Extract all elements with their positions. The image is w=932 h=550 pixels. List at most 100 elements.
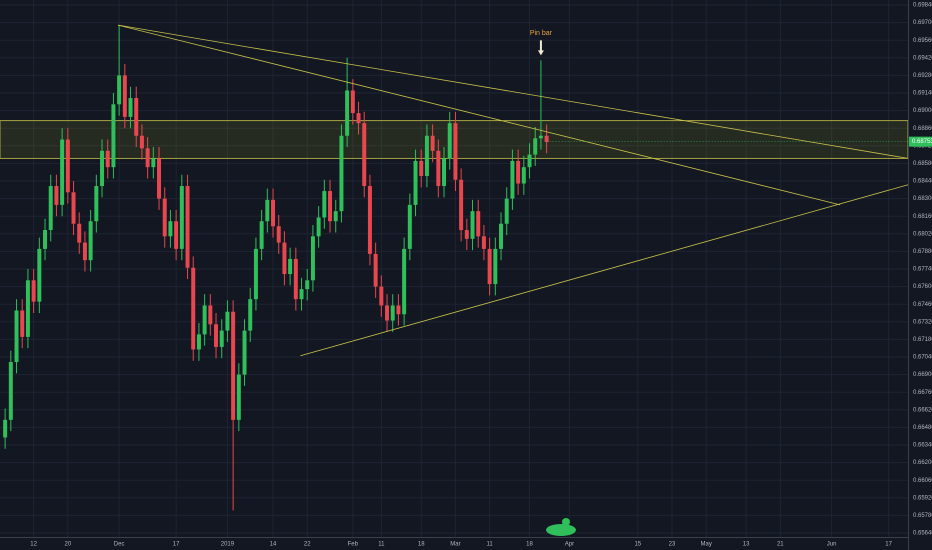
candle-body xyxy=(88,221,93,261)
candle-body xyxy=(196,334,201,350)
logo xyxy=(546,518,576,536)
candle-body xyxy=(299,289,304,300)
candle-body xyxy=(265,199,270,222)
candle-body xyxy=(362,123,367,187)
candle-body xyxy=(430,135,435,151)
x-tick-label: 11 xyxy=(378,542,385,548)
x-tick-label: May xyxy=(701,542,712,548)
candle-body xyxy=(65,139,70,193)
x-tick-label: 17 xyxy=(885,542,892,548)
last-price-label: 0.68753 xyxy=(912,139,932,145)
candle-body xyxy=(271,199,276,227)
candle-body xyxy=(481,236,486,249)
candle-body xyxy=(105,150,110,168)
candle-body xyxy=(145,148,150,168)
candle-body xyxy=(122,75,127,117)
plot: Pin bar xyxy=(0,24,909,511)
candle-body xyxy=(225,311,230,331)
candle-body xyxy=(402,248,407,315)
candle-body xyxy=(379,286,384,306)
candle-body xyxy=(111,104,116,168)
candle-body xyxy=(510,160,515,199)
candle-body xyxy=(31,280,36,302)
candle-body xyxy=(356,113,361,124)
candle-body xyxy=(413,160,418,205)
candle-body xyxy=(134,98,139,136)
candle-body xyxy=(20,310,25,337)
candle-body xyxy=(293,258,298,300)
candle-body xyxy=(316,217,321,237)
candle-body xyxy=(162,198,167,237)
candle-body xyxy=(328,191,333,222)
candle-body xyxy=(8,362,13,420)
candle-body xyxy=(94,186,99,222)
trendline xyxy=(117,24,909,159)
candle-body xyxy=(168,221,173,237)
candle-body xyxy=(276,226,281,243)
candle-body xyxy=(25,280,30,337)
candle-body xyxy=(282,242,287,275)
candle-body xyxy=(151,158,156,168)
candle-body xyxy=(424,135,429,176)
trendline xyxy=(300,184,909,357)
candle-body xyxy=(345,90,350,136)
candle-body xyxy=(544,135,549,143)
candle-body xyxy=(248,299,253,331)
candle-body xyxy=(82,242,87,261)
candle-body xyxy=(3,419,8,438)
candle-body xyxy=(288,258,293,275)
candle-body xyxy=(60,139,65,205)
candle-body xyxy=(157,158,162,199)
candle-body xyxy=(459,179,464,231)
candle-body xyxy=(419,160,424,176)
candle-body xyxy=(516,160,521,184)
candle-body xyxy=(185,186,190,268)
candle-body xyxy=(43,230,48,249)
candle-body xyxy=(504,198,509,224)
x-tick-label: 12 xyxy=(30,542,37,548)
x-tick-label: 14 xyxy=(270,542,277,548)
x-tick-label: 11 xyxy=(487,542,494,548)
candle-body xyxy=(259,221,264,249)
candle-body xyxy=(453,123,458,180)
candle-body xyxy=(191,267,196,350)
candle-body xyxy=(54,186,59,205)
x-tick-label: 2019 xyxy=(221,542,235,548)
candle-body xyxy=(447,123,452,159)
candle-body xyxy=(231,311,236,420)
candle-body xyxy=(533,138,538,155)
annotation-text: Pin bar xyxy=(530,30,553,37)
candle-body xyxy=(442,158,447,187)
x-tick-label: 18 xyxy=(526,542,533,548)
candle-body xyxy=(390,305,395,321)
candle-body xyxy=(202,305,207,335)
candle-body xyxy=(373,253,378,287)
grid xyxy=(0,0,908,537)
x-tick-label: 21 xyxy=(777,542,784,548)
x-tick-label: 23 xyxy=(669,542,676,548)
